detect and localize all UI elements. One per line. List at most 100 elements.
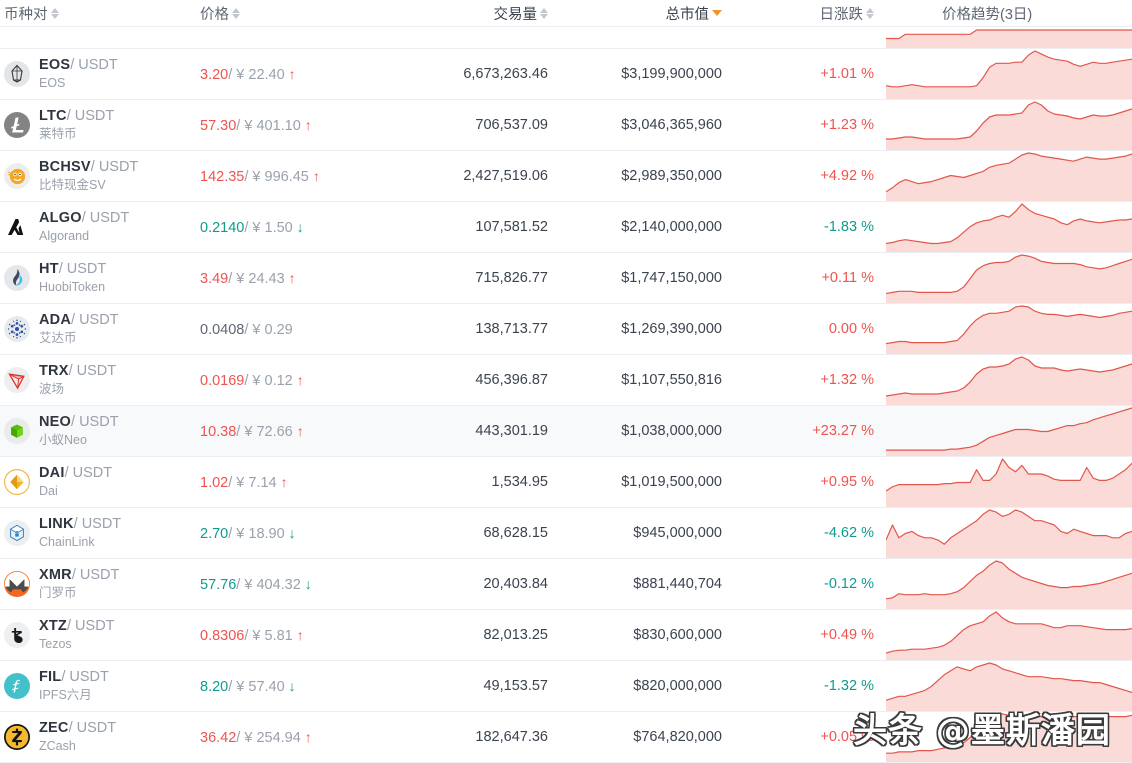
marketcap-cell: $1,269,390,000 (621, 321, 722, 337)
trend-sparkline (880, 610, 1132, 660)
caret-down-icon (866, 13, 874, 19)
column-header-volume-label: 交易量 (493, 6, 538, 23)
sort-toggle-pair[interactable] (50, 7, 59, 19)
table-row[interactable]: XTZ/ USDT Tezos 0.8306/ ¥ 5.81 ↑ 82,013.2… (0, 610, 1132, 661)
marketcap-cell: $1,107,550,816 (621, 372, 722, 388)
pair-cell[interactable]: XMR/ USDT 门罗币 (0, 567, 200, 600)
caret-down-icon (232, 13, 240, 19)
price-usd: 0.0169 (200, 372, 245, 389)
table-row[interactable]: NEO/ USDT 小蚁Neo 10.38/ ¥ 72.66 ↑ 443,301.… (0, 406, 1132, 457)
coin-symbol: EOS (39, 57, 71, 74)
change-cell: -1.83 % (824, 219, 874, 235)
trend-sparkline (880, 151, 1132, 201)
price-cell: 3.20/ ¥ 22.40 ↑ (200, 66, 392, 83)
pair-cell[interactable]: TRX/ USDT 波场 (0, 363, 200, 396)
table-row[interactable]: XMR/ USDT 门罗币 57.76/ ¥ 404.32 ↓ 20,403.84… (0, 559, 1132, 610)
change-cell: +1.32 % (820, 372, 874, 388)
pair-cell[interactable]: LINK/ USDT ChainLink (0, 516, 200, 549)
caret-up-icon (50, 7, 59, 13)
price-cny: / ¥ 401.10 (236, 117, 301, 134)
pair-cell[interactable]: XTZ/ USDT Tezos (0, 618, 200, 651)
volume-cell: 82,013.25 (483, 627, 548, 643)
trend-sparkline (880, 661, 1132, 711)
volume-cell: 456,396.87 (475, 372, 548, 388)
table-row[interactable]: ALGO/ USDT Algorand 0.2140/ ¥ 1.50 ↓ 107,… (0, 202, 1132, 253)
pair-cell[interactable]: BCHSV/ USDT 比特现金SV (0, 159, 200, 192)
pair-cell[interactable]: FIL/ USDT IPFS六月 (0, 669, 200, 702)
quote-currency: / USDT (68, 363, 117, 380)
sort-toggle-volume[interactable] (540, 7, 548, 19)
column-header-marketcap[interactable]: 总市值 (554, 3, 730, 24)
trend-sparkline (880, 304, 1132, 354)
coin-name: HuobiToken (39, 280, 106, 295)
coin-symbol: HT (39, 261, 59, 278)
pair-symbol-line: LTC/ USDT (39, 108, 114, 125)
coin-name: EOS (39, 76, 66, 91)
table-row[interactable]: TRX/ USDT 波场 0.0169/ ¥ 0.12 ↑ 456,396.87 … (0, 355, 1132, 406)
column-header-volume[interactable]: 交易量 (392, 3, 554, 24)
price-cell: 142.35/ ¥ 996.45 ↑ (200, 168, 392, 185)
pair-symbol-line: FIL/ USDT (39, 669, 109, 686)
table-row[interactable]: HT/ USDT HuobiToken 3.49/ ¥ 24.43 ↑ 715,8… (0, 253, 1132, 304)
pair-cell[interactable]: DAI/ USDT Dai (0, 465, 200, 498)
change-cell: +1.23 % (820, 117, 874, 133)
table-row[interactable]: ZEC/ USDT ZCash 36.42/ ¥ 254.94 ↑ 182,647… (0, 712, 1132, 763)
column-header-trend: 价格趋势(3日) (880, 0, 1132, 26)
volume-cell: 20,403.84 (483, 576, 548, 592)
price-cell: 8.20/ ¥ 57.40 ↓ (200, 678, 392, 695)
marketcap-cell: $820,000,000 (633, 678, 722, 694)
coin-name: IPFS六月 (39, 688, 92, 703)
sort-toggle-marketcap[interactable] (712, 10, 722, 16)
sort-toggle-change[interactable] (866, 7, 874, 19)
pair-cell[interactable]: ALGO/ USDT Algorand (0, 210, 200, 243)
marketcap-cell: $764,820,000 (633, 729, 722, 745)
column-header-price[interactable]: 价格 (200, 3, 392, 24)
pair-cell[interactable]: ADA/ USDT 艾达币 (0, 312, 200, 345)
price-cell: 10.38/ ¥ 72.66 ↑ (200, 423, 392, 440)
table-row[interactable]: EOS/ USDT EOS 3.20/ ¥ 22.40 ↑ 6,673,263.4… (0, 49, 1132, 100)
table-row[interactable]: DAI/ USDT Dai 1.02/ ¥ 7.14 ↑ 1,534.95 $1,… (0, 457, 1132, 508)
quote-currency: / USDT (66, 108, 115, 125)
pair-symbol-line: ALGO/ USDT (39, 210, 129, 227)
price-cny: / ¥ 996.45 (244, 168, 309, 185)
pair-cell[interactable]: ZEC/ USDT ZCash (0, 720, 200, 753)
ada-icon (4, 315, 30, 342)
column-header-pair[interactable]: 币种对 (0, 3, 200, 24)
table-body: EOS/ USDT EOS 3.20/ ¥ 22.40 ↑ 6,673,263.4… (0, 27, 1132, 763)
quote-currency: / USDT (67, 618, 115, 635)
coin-symbol: FIL (39, 669, 62, 686)
pair-cell[interactable]: LTC/ USDT 莱特币 (0, 108, 200, 141)
table-row[interactable]: LTC/ USDT 莱特币 57.30/ ¥ 401.10 ↑ 706,537.0… (0, 100, 1132, 151)
coin-symbol: ALGO (39, 210, 82, 227)
table-row[interactable]: BCHSV/ USDT 比特现金SV 142.35/ ¥ 996.45 ↑ 2,4… (0, 151, 1132, 202)
price-usd: 2.70 (200, 525, 229, 542)
trend-sparkline (880, 100, 1132, 150)
price-usd: 57.76 (200, 576, 237, 593)
price-cell: 0.0169/ ¥ 0.12 ↑ (200, 372, 392, 389)
price-usd: 0.0408 (200, 321, 245, 338)
volume-cell: 49,153.57 (483, 678, 548, 694)
sort-toggle-price[interactable] (232, 7, 240, 19)
table-row[interactable]: FIL/ USDT IPFS六月 8.20/ ¥ 57.40 ↓ 49,153.5… (0, 661, 1132, 712)
table-row[interactable]: ADA/ USDT 艾达币 0.0408/ ¥ 0.29 138,713.77 … (0, 304, 1132, 355)
quote-currency: / USDT (71, 567, 120, 584)
price-direction-arrow-icon: ↑ (296, 422, 304, 439)
price-usd: 57.30 (200, 117, 237, 134)
price-usd: 8.20 (200, 678, 229, 695)
volume-cell: 715,826.77 (475, 270, 548, 286)
coin-name: Tezos (39, 637, 72, 652)
column-header-change[interactable]: 日涨跌 (730, 3, 880, 24)
quote-currency: / USDT (71, 312, 119, 329)
volume-cell: 706,537.09 (475, 117, 548, 133)
pair-cell[interactable]: HT/ USDT HuobiToken (0, 261, 200, 294)
trx-icon (4, 366, 30, 393)
pair-cell[interactable]: EOS/ USDT EOS (0, 57, 200, 90)
price-direction-arrow-icon: ↑ (288, 269, 296, 286)
table-row[interactable]: LINK/ USDT ChainLink 2.70/ ¥ 18.90 ↓ 68,6… (0, 508, 1132, 559)
price-usd: 142.35 (200, 168, 245, 185)
algo-icon (4, 213, 30, 240)
volume-cell: 443,301.19 (475, 423, 548, 439)
pair-cell[interactable]: NEO/ USDT 小蚁Neo (0, 414, 200, 447)
trend-sparkline (880, 406, 1132, 456)
quote-currency: / USDT (58, 261, 107, 278)
